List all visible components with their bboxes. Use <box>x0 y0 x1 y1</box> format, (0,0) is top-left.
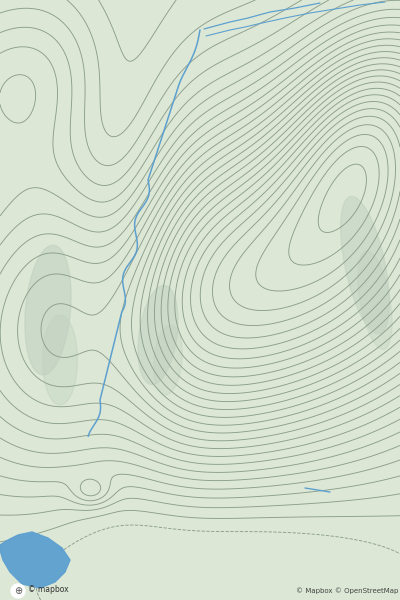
Ellipse shape <box>138 286 178 385</box>
Text: ⊕: ⊕ <box>14 586 22 596</box>
Ellipse shape <box>358 251 392 349</box>
Ellipse shape <box>341 196 389 334</box>
Text: © Mapbox © OpenStreetMap: © Mapbox © OpenStreetMap <box>296 587 398 594</box>
Text: © mapbox: © mapbox <box>28 585 69 594</box>
Ellipse shape <box>25 245 71 375</box>
Circle shape <box>11 584 25 598</box>
Polygon shape <box>0 532 70 588</box>
Ellipse shape <box>154 325 182 395</box>
Ellipse shape <box>42 315 78 405</box>
